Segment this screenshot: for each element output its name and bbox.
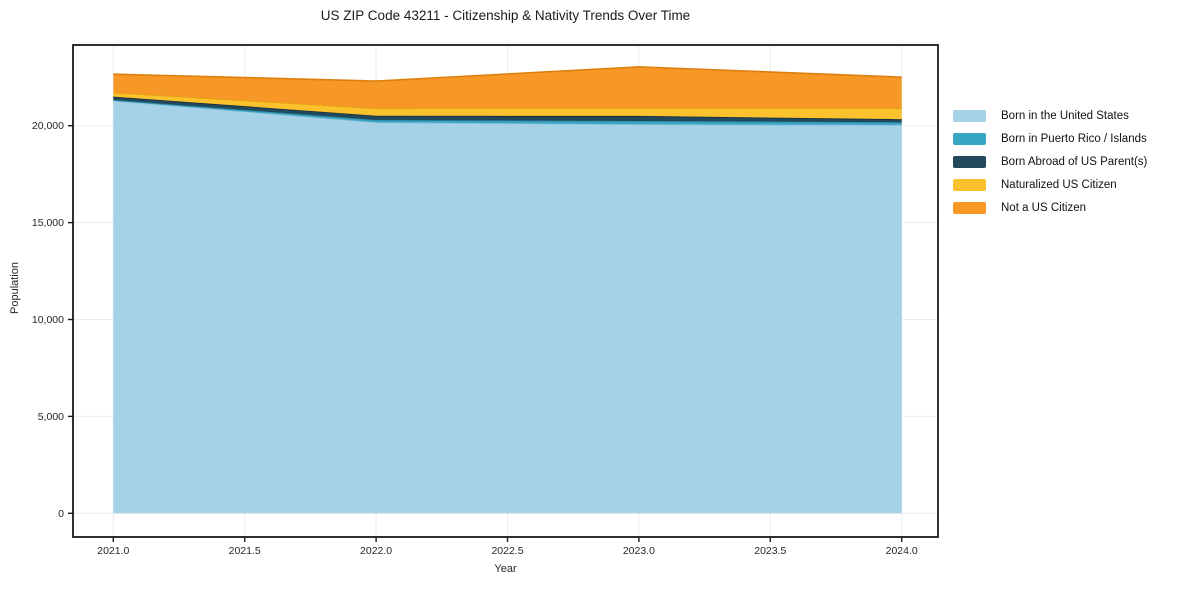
legend-item-born-in-puerto-rico-islands: Born in Puerto Rico / Islands xyxy=(953,133,1147,146)
x-tick-label: 2023.5 xyxy=(754,545,786,557)
area-not-a-us-citizen xyxy=(113,66,902,109)
legend-label: Born Abroad of US Parent(s) xyxy=(1001,156,1148,169)
legend-item-born-abroad-of-us-parent-s: Born Abroad of US Parent(s) xyxy=(953,156,1147,169)
legend-swatch xyxy=(953,179,986,192)
area-edge-not-a-us-citizen xyxy=(113,66,902,82)
legend-swatch xyxy=(953,110,986,123)
area-born-abroad-of-us-parent-s xyxy=(113,96,902,123)
legend: Born in the United States Born in Puerto … xyxy=(953,110,1147,215)
legend-label: Not a US Citizen xyxy=(1001,202,1087,215)
legend-item-not-a-us-citizen: Not a US Citizen xyxy=(953,202,1147,215)
x-tick-label: 2022.5 xyxy=(491,545,523,557)
y-tick-label: 15,000 xyxy=(32,217,64,229)
y-axis-title: Population xyxy=(9,262,21,314)
y-tick-label: 10,000 xyxy=(32,314,64,326)
legend-item-naturalized-us-citizen: Naturalized US Citizen xyxy=(953,179,1147,192)
legend-label: Born in the United States xyxy=(1001,110,1129,123)
area-naturalized-us-citizen xyxy=(113,92,902,120)
x-tick-label: 2023.0 xyxy=(623,545,655,557)
chart-title: US ZIP Code 43211 - Citizenship & Nativi… xyxy=(320,8,691,23)
y-tick-label: 0 xyxy=(58,508,64,520)
x-tick-label: 2021.0 xyxy=(97,545,129,557)
x-tick-label: 2021.5 xyxy=(229,545,261,557)
legend-swatch xyxy=(953,202,986,215)
plot-frame xyxy=(72,44,939,538)
legend-item-born-in-the-united-states: Born in the United States xyxy=(953,110,1147,123)
area-born-in-the-united-states xyxy=(113,100,902,514)
x-tick-label: 2024.0 xyxy=(886,545,918,557)
legend-label: Born in Puerto Rico / Islands xyxy=(1001,133,1147,146)
y-tick-label: 20,000 xyxy=(32,120,64,132)
x-axis-title: Year xyxy=(494,563,517,575)
y-tick-label: 5,000 xyxy=(38,411,64,423)
legend-label: Naturalized US Citizen xyxy=(1001,179,1117,192)
legend-swatch xyxy=(953,156,986,169)
x-tick-label: 2022.0 xyxy=(360,545,392,557)
legend-swatch xyxy=(953,133,986,146)
